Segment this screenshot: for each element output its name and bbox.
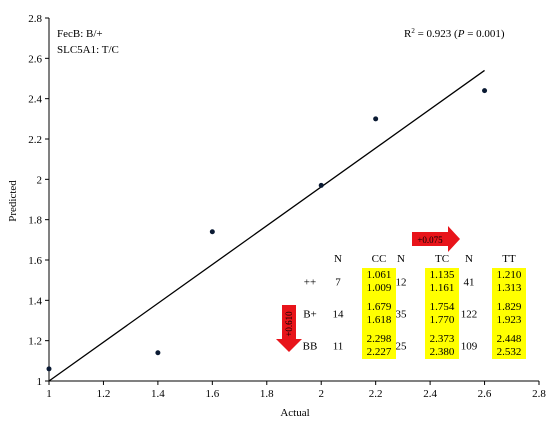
table-n-value: 122 bbox=[461, 309, 478, 321]
r2-suffix: = 0.001) bbox=[464, 28, 504, 40]
vertical-arrow-label: +0.610 bbox=[284, 311, 294, 337]
table-n-value: 12 bbox=[396, 277, 407, 289]
x-tick-label: 2.8 bbox=[532, 388, 546, 400]
x-tick-label: 1.8 bbox=[260, 388, 274, 400]
table-cell-value: 1.313 bbox=[497, 282, 522, 294]
y-tick-label: 2.6 bbox=[28, 53, 42, 65]
table-cell-value: 1.679 bbox=[367, 301, 392, 313]
y-tick-label: 2.8 bbox=[28, 13, 42, 25]
table-n-value: 109 bbox=[461, 341, 478, 353]
table-column-header: N bbox=[397, 253, 405, 265]
y-tick-label: 2 bbox=[37, 174, 43, 186]
table-cell-value: 1.829 bbox=[497, 301, 522, 313]
table-n-value: 41 bbox=[464, 277, 475, 289]
table-n-value: 35 bbox=[396, 309, 408, 321]
table-cell-value: 2.532 bbox=[497, 346, 522, 358]
table-column-header: TC bbox=[435, 253, 449, 265]
regression-line bbox=[48, 69, 485, 382]
y-axis-label: Predicted bbox=[7, 180, 19, 222]
table-column-header: CC bbox=[372, 253, 387, 265]
x-tick-label: 2.6 bbox=[478, 388, 492, 400]
data-series bbox=[46, 69, 488, 382]
highlight-box bbox=[362, 268, 396, 359]
annotations: FecB: B/+ SLC5A1: T/C R2 = 0.923 (P = 0.… bbox=[7, 27, 505, 419]
x-axis-label: Actual bbox=[280, 407, 309, 419]
data-point bbox=[482, 88, 488, 94]
highlight-box bbox=[492, 268, 526, 359]
table-cell-value: 2.227 bbox=[367, 346, 392, 358]
vertical-arrow bbox=[276, 305, 302, 352]
x-tick-label: 1.2 bbox=[97, 388, 111, 400]
table-cell-value: 2.448 bbox=[497, 333, 522, 345]
effect-arrows: +0.075 +0.610 bbox=[276, 226, 460, 352]
y-tick-label: 1.4 bbox=[28, 295, 42, 307]
table-cell-value: 1.161 bbox=[430, 282, 455, 294]
r-squared-label: R2 = 0.923 (P = 0.001) bbox=[404, 27, 505, 40]
ticks: 1 1.2 1.4 1.6 1.8 2 2.2 2.4 2.6 2.811.21.41.61.82… bbox=[28, 13, 546, 400]
table-n-value: 25 bbox=[396, 341, 408, 353]
table-cell-value: 1.770 bbox=[430, 314, 455, 326]
r2-superscript: 2 bbox=[411, 27, 415, 35]
r2-prefix: R bbox=[404, 28, 412, 40]
horizontal-arrow-label: +0.075 bbox=[417, 235, 443, 245]
table-cell-value: 1.009 bbox=[367, 282, 392, 294]
y-tick-label: 2.4 bbox=[28, 94, 42, 106]
table-column-header: TT bbox=[502, 253, 516, 265]
x-tick-label: 2.4 bbox=[423, 388, 437, 400]
table-cell-value: 2.380 bbox=[430, 346, 455, 358]
highlight-box bbox=[425, 268, 459, 359]
r2-middle: = 0.923 ( bbox=[415, 28, 458, 40]
x-tick-label: 1 bbox=[46, 388, 52, 400]
table-cell-value: 1.135 bbox=[430, 269, 455, 281]
table-cell-value: 1.210 bbox=[497, 269, 522, 281]
horizontal-arrow bbox=[412, 226, 460, 252]
table-column-header: N bbox=[465, 253, 473, 265]
x-tick-label: 1.4 bbox=[151, 388, 165, 400]
x-tick-label: 1.6 bbox=[205, 388, 219, 400]
y-tick-label: 1 bbox=[37, 376, 43, 388]
y-tick-label: 2.2 bbox=[28, 134, 42, 146]
annotation-fecb: FecB: B/+ bbox=[57, 28, 103, 40]
table-row-label: ++ bbox=[304, 277, 316, 289]
y-tick-label: 1.8 bbox=[28, 215, 42, 227]
data-point bbox=[373, 116, 379, 122]
table-n-value: 11 bbox=[333, 341, 344, 353]
annotation-slc5a1: SLC5A1: T/C bbox=[57, 44, 119, 56]
table-column-header: N bbox=[334, 253, 342, 265]
table-cell-value: 2.298 bbox=[367, 333, 392, 345]
table-cell-value: 1.618 bbox=[367, 314, 392, 326]
data-point bbox=[155, 350, 161, 356]
table-cell-value: 2.373 bbox=[430, 333, 455, 345]
x-tick-label: 2 bbox=[318, 388, 324, 400]
y-tick-label: 1.2 bbox=[28, 336, 42, 348]
x-tick-label: 2.2 bbox=[369, 388, 383, 400]
data-point bbox=[46, 366, 52, 372]
r2-p-letter: P bbox=[457, 28, 465, 40]
table-row-label: BB bbox=[303, 341, 318, 353]
table-n-value: 14 bbox=[333, 309, 345, 321]
table-cell-value: 1.754 bbox=[430, 301, 455, 313]
table-n-value: 7 bbox=[335, 277, 341, 289]
axes bbox=[48, 18, 539, 382]
table-cell-value: 1.923 bbox=[497, 314, 522, 326]
data-point bbox=[318, 182, 324, 188]
y-tick-label: 1.6 bbox=[28, 255, 42, 267]
table-row-label: B+ bbox=[303, 309, 317, 321]
data-point bbox=[209, 229, 215, 235]
table-cell-value: 1.061 bbox=[367, 269, 392, 281]
